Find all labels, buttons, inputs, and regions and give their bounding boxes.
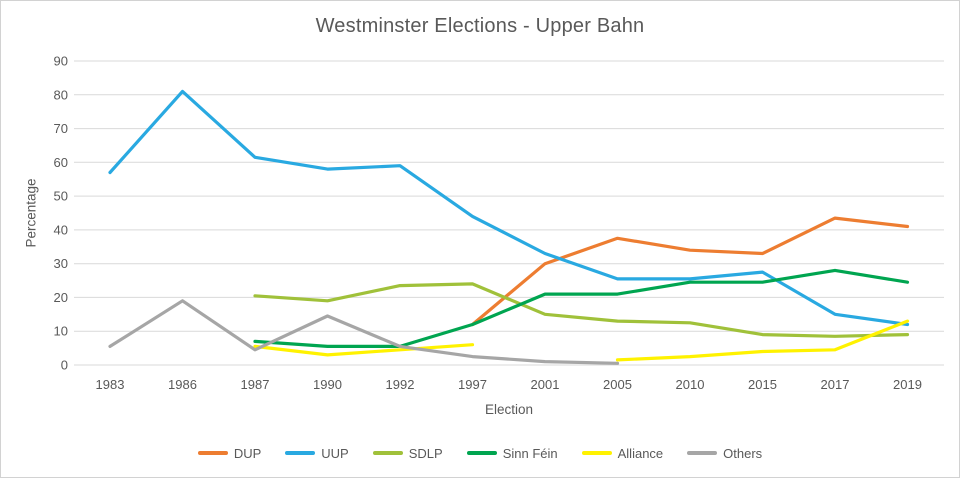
series-line-uup[interactable]	[108, 89, 910, 327]
x-tick-label: 1987	[241, 377, 270, 392]
legend-item-sinn-fein[interactable]: Sinn Féin	[466, 445, 558, 461]
x-tick-label: 2019	[893, 377, 922, 392]
x-tick-label: 1990	[313, 377, 342, 392]
x-tick-label: 1986	[168, 377, 197, 392]
x-tick-label: 2010	[676, 377, 705, 392]
series-line-others[interactable]	[108, 299, 620, 365]
series-line-sdlp[interactable]	[253, 282, 910, 338]
legend-label: DUP	[233, 445, 262, 461]
y-tick-label: 0	[61, 358, 68, 373]
y-tick-label: 90	[54, 54, 68, 69]
x-tick-label: 2005	[603, 377, 632, 392]
legend-label: UUP	[321, 445, 349, 461]
x-tick-label: 1983	[96, 377, 125, 392]
series-line-alliance[interactable]	[253, 319, 910, 362]
x-tick-label: 1997	[458, 377, 487, 392]
x-tick-label: 2015	[748, 377, 777, 392]
y-tick-label: 80	[54, 87, 68, 102]
x-tick-label: 2001	[531, 377, 560, 392]
legend-swatch-alliance	[581, 451, 612, 455]
x-tick-label: 2017	[821, 377, 850, 392]
legend: DUP UUP SDLP Sinn Féin Alliance Others	[0, 444, 960, 462]
legend-label: Others	[723, 445, 763, 461]
y-tick-label: 30	[54, 256, 68, 271]
x-tick-label: 1992	[386, 377, 415, 392]
legend-item-alliance[interactable]: Alliance	[581, 445, 664, 461]
y-tick-label: 40	[54, 222, 68, 237]
y-tick-label: 50	[54, 189, 68, 204]
legend-label: Sinn Féin	[502, 445, 558, 461]
legend-label: SDLP	[408, 445, 443, 461]
legend-swatch-sdlp	[372, 451, 403, 455]
x-axis-title: Election	[484, 402, 534, 417]
legend-swatch-dup	[197, 451, 228, 455]
legend-item-sdlp[interactable]: SDLP	[372, 445, 443, 461]
legend-item-dup[interactable]: DUP	[197, 445, 262, 461]
series-line-dup[interactable]	[470, 216, 910, 327]
y-tick-label: 10	[54, 324, 68, 339]
legend-item-others[interactable]: Others	[687, 446, 762, 461]
series-line-sinn-fein[interactable]	[253, 268, 910, 348]
legend-item-uup[interactable]: UUP	[285, 445, 349, 461]
y-tick-label: 70	[54, 121, 68, 136]
y-tick-label: 20	[54, 290, 68, 305]
legend-swatch-uup	[285, 451, 316, 455]
legend-label: Alliance	[617, 445, 664, 461]
legend-swatch-sinn-fein	[466, 451, 497, 455]
y-tick-label: 60	[54, 155, 68, 170]
legend-swatch-others	[687, 451, 718, 455]
chart-title: Westminster Elections - Upper Bahn	[315, 15, 645, 37]
